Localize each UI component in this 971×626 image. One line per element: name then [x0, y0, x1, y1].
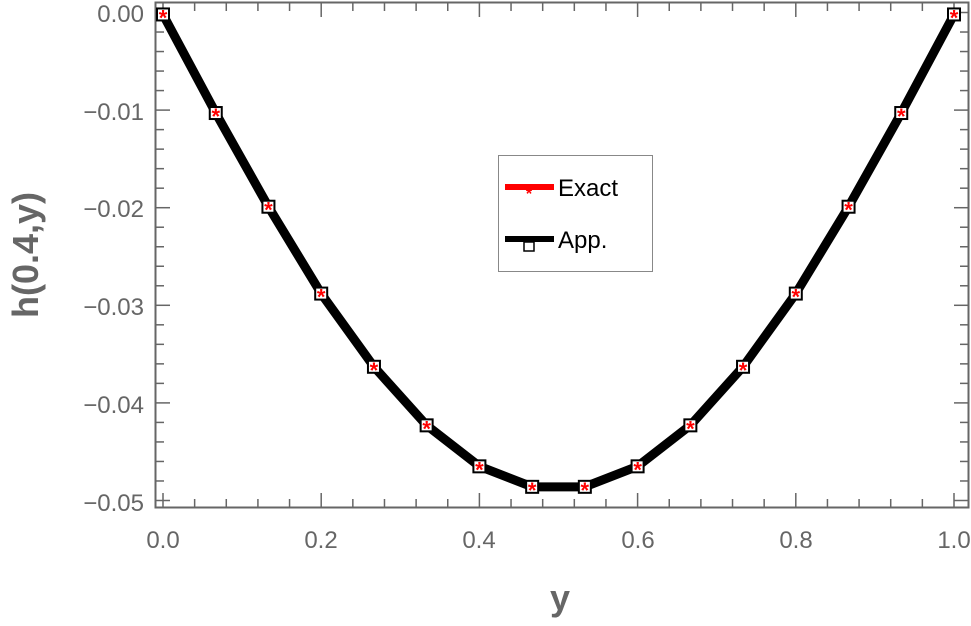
square-marker-icon: [156, 7, 170, 22]
x-tick-label: 0.6: [621, 527, 654, 554]
square-marker-icon: [577, 479, 592, 494]
legend: * Exact App.: [498, 155, 653, 272]
square-marker-icon: [630, 459, 645, 474]
y-tick-label: −0.01: [83, 99, 144, 126]
asterisk-marker-icon: *: [528, 478, 537, 503]
asterisk-marker-icon: *: [897, 104, 906, 129]
square-marker-icon: [523, 241, 535, 252]
series-exact: * * * * * * * * * * * * * * * *: [156, 5, 961, 503]
asterisk-marker-icon: *: [475, 457, 484, 482]
asterisk-marker-icon: *: [844, 198, 853, 223]
y-axis-title: h(0.4,y): [5, 192, 46, 318]
x-axis-tick-labels: 0.0 0.2 0.4 0.6 0.8 1.0: [146, 527, 970, 554]
square-marker-icon: [314, 286, 329, 301]
x-tick-label: 0.2: [304, 527, 337, 554]
square-marker-icon: [788, 286, 803, 301]
y-axis-tick-labels: 0.00 −0.01 −0.02 −0.03 −0.04 −0.05: [83, 1, 144, 517]
legend-item-exact: * Exact: [505, 175, 618, 203]
square-marker-icon: [736, 359, 751, 374]
asterisk-marker-icon: *: [159, 5, 168, 30]
square-marker-icon: [947, 7, 961, 22]
series-approx: [159, 12, 958, 492]
square-marker-icon: [525, 479, 540, 494]
square-marker-icon: [208, 106, 223, 121]
x-tick-label: 1.0: [937, 527, 970, 554]
asterisk-marker-icon: *: [317, 285, 326, 310]
square-marker-icon: [894, 106, 909, 121]
square-marker-icon: [261, 199, 276, 214]
square-marker-icon: [419, 418, 434, 433]
asterisk-marker-icon: *: [686, 416, 695, 441]
asterisk-marker-icon: *: [950, 5, 959, 30]
y-tick-label: −0.03: [83, 294, 144, 321]
square-marker-icon: [683, 418, 698, 433]
plot-frame: [154, 1, 970, 509]
square-marker-icon: [841, 199, 856, 214]
x-tick-label: 0.8: [779, 527, 812, 554]
legend-item-approx: App.: [505, 227, 607, 254]
asterisk-marker-icon: *: [739, 358, 748, 383]
x-tick-label: 0.4: [462, 527, 495, 554]
y-tick-label: −0.05: [83, 490, 144, 517]
asterisk-marker-icon: *: [211, 104, 220, 129]
asterisk-marker-icon: *: [526, 186, 533, 203]
asterisk-marker-icon: *: [422, 416, 431, 441]
y-tick-label: −0.02: [83, 196, 144, 223]
asterisk-marker-icon: *: [264, 198, 273, 223]
square-marker-icon: [472, 459, 487, 474]
y-tick-label: −0.04: [83, 392, 144, 419]
asterisk-marker-icon: *: [581, 478, 590, 503]
asterisk-marker-icon: *: [792, 285, 801, 310]
legend-label-approx: App.: [558, 227, 607, 254]
y-tick-label: 0.00: [97, 1, 144, 28]
legend-box: [498, 155, 653, 272]
square-marker-icon: [366, 359, 381, 374]
x-tick-label: 0.0: [146, 527, 179, 554]
axis-ticks: [156, 3, 968, 507]
x-axis-title: y: [550, 577, 570, 618]
asterisk-marker-icon: *: [633, 457, 642, 482]
asterisk-marker-icon: *: [370, 358, 379, 383]
legend-label-exact: Exact: [558, 175, 618, 202]
